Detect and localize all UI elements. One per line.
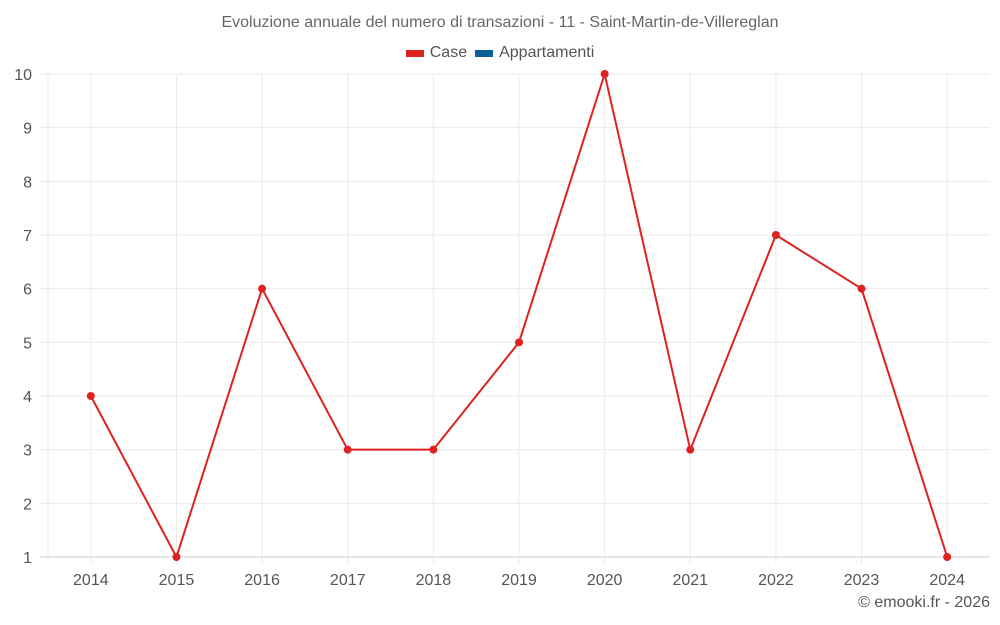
chart-title: Evoluzione annuale del numero di transaz… xyxy=(221,14,779,31)
legend: Case Appartamenti xyxy=(0,44,1000,62)
x-axis: 2014 2015 2016 2017 2018 2019 2020 2021 2022 2023… xyxy=(73,572,965,589)
data-point[interactable] xyxy=(172,553,181,561)
legend-label-case: Case xyxy=(429,44,468,61)
x-tick-label: 2015 xyxy=(159,572,195,589)
data-point[interactable] xyxy=(258,284,267,293)
y-tick-label: 9 xyxy=(23,121,32,138)
x-tick-label: 2019 xyxy=(501,572,537,589)
x-tick-label: 2016 xyxy=(244,572,280,589)
data-point[interactable] xyxy=(515,338,523,347)
x-tick-label: 2018 xyxy=(416,572,452,589)
data-point[interactable] xyxy=(943,553,952,561)
x-tick-label: 2023 xyxy=(844,572,880,589)
y-tick-label: 3 xyxy=(23,443,32,460)
y-tick-label: 5 xyxy=(23,335,32,352)
series-case xyxy=(86,70,952,561)
data-point[interactable] xyxy=(343,445,352,454)
y-tick-label: 8 xyxy=(23,174,32,191)
y-tick-label: 2 xyxy=(23,496,32,513)
y-tick-label: 7 xyxy=(23,228,32,245)
y-tick-label: 1 xyxy=(23,550,32,567)
y-tick-label: 10 xyxy=(14,67,32,84)
data-point[interactable] xyxy=(429,445,438,454)
copyright-footer: © emooki.fr - 2026 xyxy=(858,594,990,611)
data-point[interactable] xyxy=(686,445,695,454)
x-tick-label: 2017 xyxy=(330,572,366,589)
legend-label-appartamenti: Appartamenti xyxy=(499,44,595,61)
legend-item-case[interactable]: Case xyxy=(405,44,468,62)
data-point[interactable] xyxy=(86,392,95,400)
x-tick-label: 2020 xyxy=(587,572,623,589)
x-tick-label: 2022 xyxy=(758,572,794,589)
data-point[interactable] xyxy=(771,231,780,239)
legend-swatch-appartamenti xyxy=(475,49,494,57)
y-tick-label: 4 xyxy=(23,389,32,406)
x-tick-label: 2021 xyxy=(672,572,708,589)
legend-item-appartamenti[interactable]: Appartamenti xyxy=(475,44,594,62)
y-tick-label: 6 xyxy=(23,282,32,299)
x-tick-label: 2014 xyxy=(73,572,109,589)
legend-swatch-case xyxy=(405,49,424,57)
data-point[interactable] xyxy=(857,284,866,293)
data-point[interactable] xyxy=(600,70,609,78)
x-tick-label: 2024 xyxy=(929,572,965,589)
y-axis: 1 2 3 4 5 6 7 8 9 10 xyxy=(14,67,32,567)
grid-lines xyxy=(40,73,990,563)
